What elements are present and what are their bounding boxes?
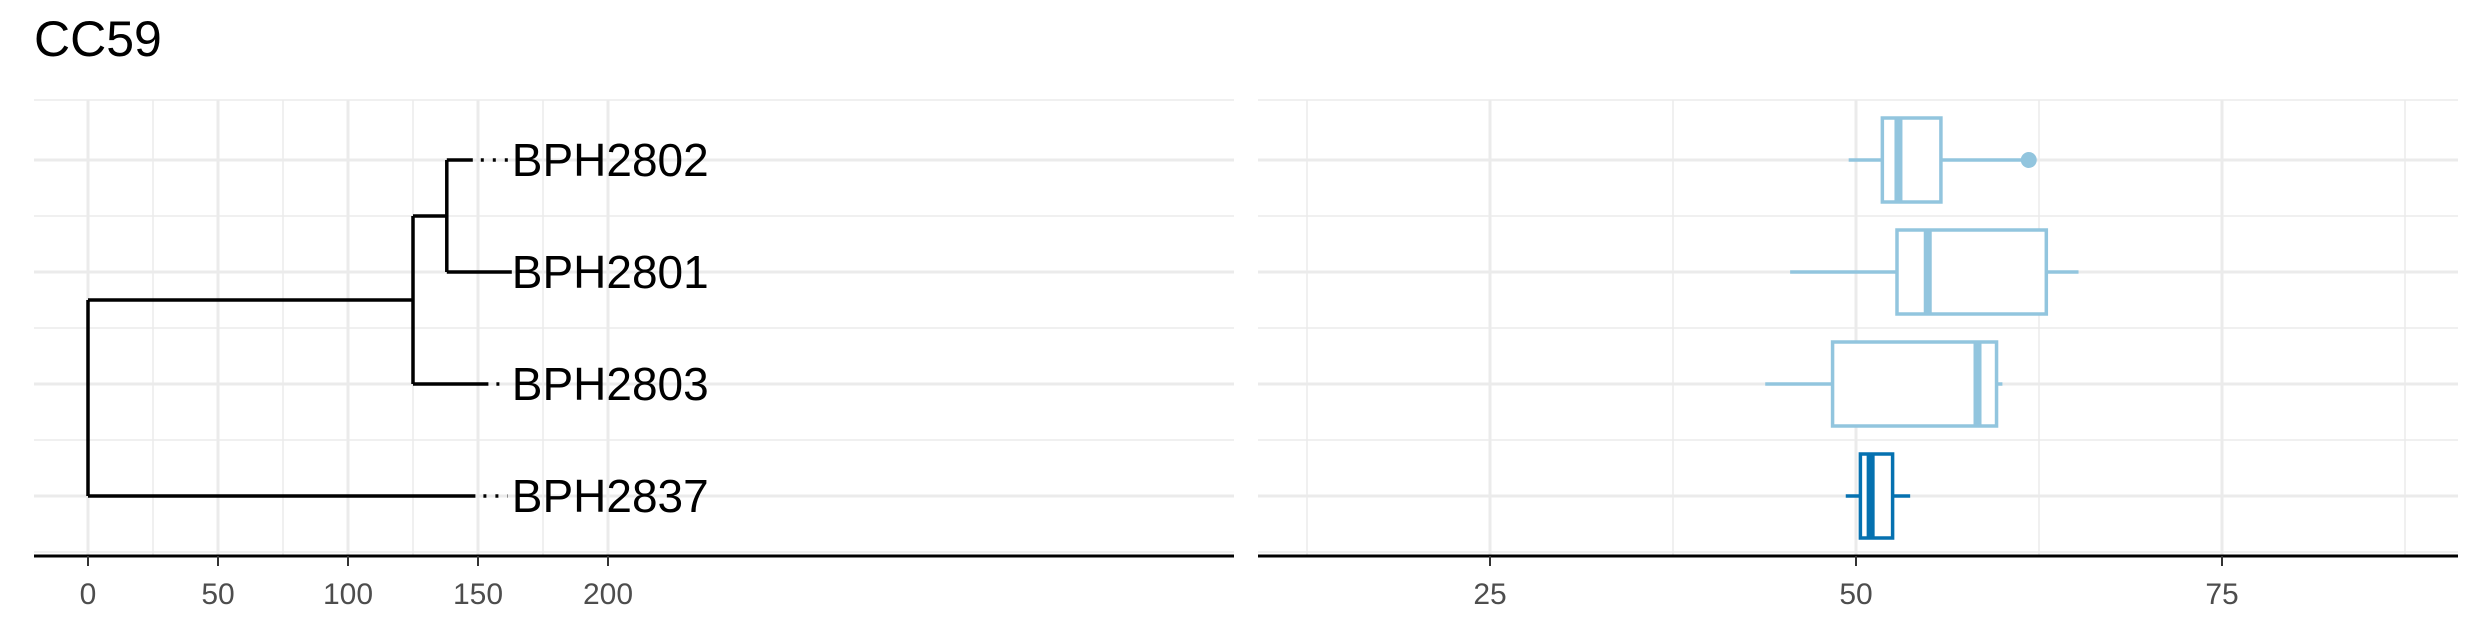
x-tick-label: 75 — [2205, 578, 2238, 611]
chart-title: CC59 — [34, 11, 162, 67]
x-tick-label: 50 — [1839, 578, 1872, 611]
x-tick-label: 200 — [583, 578, 633, 611]
tree-panel: 0 50 100 150 200 BPH2802 BPH2801 BPH2803 BPH2837 — [34, 99, 1234, 611]
box-outlier-point — [2020, 152, 2037, 168]
x-tick-label: 0 — [80, 578, 97, 611]
tip-label: BPH2803 — [512, 358, 709, 410]
x-tick-label: 25 — [1473, 578, 1506, 611]
box-iqr — [1895, 228, 2049, 316]
x-tick-label: 150 — [453, 578, 503, 611]
box-iqr — [1830, 340, 1999, 428]
x-tick-label: 50 — [201, 578, 234, 611]
tip-label: BPH2837 — [512, 470, 709, 522]
box-iqr — [1880, 116, 1943, 204]
tip-label: BPH2801 — [512, 246, 709, 298]
box-iqr — [1858, 452, 1895, 540]
x-tick-label: 100 — [323, 578, 373, 611]
boxplot-panel: 25 50 75 — [1258, 99, 2458, 611]
tip-label: BPH2802 — [512, 134, 709, 186]
